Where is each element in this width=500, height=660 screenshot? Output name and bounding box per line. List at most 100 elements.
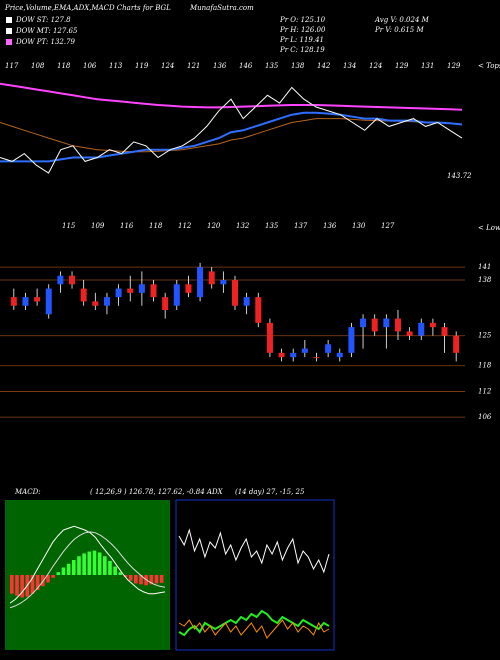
legend-swatch	[6, 39, 12, 45]
low-label: 116	[120, 222, 134, 230]
candle-body	[313, 357, 320, 359]
y-tick-label: 112	[478, 387, 492, 395]
line-series	[178, 528, 330, 574]
candle-body	[290, 352, 297, 358]
candle-body	[220, 280, 227, 285]
low-label: 118	[149, 222, 163, 230]
macd-bar	[35, 575, 40, 590]
candle-body	[418, 322, 425, 336]
candle-body	[348, 327, 355, 353]
macd-bar	[30, 575, 35, 594]
top-label: 146	[239, 62, 253, 70]
volume: Avg V: 0.024 M	[374, 16, 430, 24]
candle-body	[429, 322, 436, 328]
legend-text: DOW ST: 127.8	[15, 16, 71, 24]
y-tick-label: 106	[478, 413, 492, 421]
adx-panel	[175, 499, 335, 651]
top-label: 124	[369, 62, 382, 70]
candle-body	[34, 297, 41, 302]
macd-bar	[154, 575, 159, 584]
candle-body	[115, 288, 122, 298]
macd-bar	[128, 575, 133, 581]
macd-bar	[139, 575, 143, 585]
candle-body	[57, 275, 64, 285]
candle-body	[103, 297, 110, 306]
candle-body	[394, 318, 401, 332]
lows-marker: < Lows	[478, 224, 500, 232]
macd-bar	[15, 575, 19, 596]
macd-bar	[61, 567, 66, 575]
candle-body	[360, 318, 367, 328]
line-series	[0, 86, 463, 174]
candle-body	[197, 267, 204, 298]
candle-body	[266, 322, 273, 353]
stat: Pr C: 128.19	[279, 46, 325, 54]
site: MunafaSutra.com	[189, 4, 254, 12]
candle-body	[185, 284, 192, 293]
candle-body	[336, 352, 343, 358]
candle-body	[69, 275, 76, 285]
macd-bar	[108, 560, 112, 575]
macd-bar	[113, 566, 117, 575]
candle-body	[301, 348, 308, 353]
macd-bar	[103, 556, 107, 575]
top-label: 142	[317, 62, 331, 70]
macd-bar	[87, 551, 92, 575]
low-label: 137	[294, 222, 308, 230]
macd-bar	[41, 575, 45, 587]
candle-body	[325, 344, 332, 353]
candle-body	[22, 297, 29, 306]
top-label: 136	[213, 62, 227, 70]
top-label: 117	[5, 62, 19, 70]
last-label: 143.72	[447, 172, 472, 180]
legend-swatch	[6, 28, 12, 34]
y-tick-label: 125	[478, 332, 492, 340]
low-label: 109	[91, 222, 105, 230]
top-label: 134	[343, 62, 356, 70]
top-label: 135	[265, 62, 279, 70]
candle-body	[453, 335, 460, 353]
candle-body	[10, 297, 17, 306]
candle-body	[255, 297, 262, 323]
top-label: 113	[109, 62, 123, 70]
macd-bar	[97, 552, 102, 575]
macd-bar	[134, 575, 138, 584]
low-label: 132	[236, 222, 250, 230]
low-label: 135	[265, 222, 279, 230]
macd-bar	[92, 550, 97, 575]
top-label: 108	[31, 62, 45, 70]
low-label: 112	[178, 222, 192, 230]
top-label: 106	[83, 62, 97, 70]
macd-params: ( 12,26,9 ) 126.78, 127.62, -0.84 ADX	[90, 488, 224, 496]
candle-body	[92, 301, 99, 306]
candle-body	[232, 280, 238, 306]
adx-params: (14 day) 27, -15, 25	[235, 488, 305, 496]
macd-bar	[118, 572, 123, 575]
candle-body	[441, 327, 448, 336]
y-tick-label: 138	[478, 276, 492, 284]
macd-bar	[82, 553, 86, 575]
candle-body	[45, 288, 52, 315]
candle-body	[80, 288, 87, 302]
line-series	[0, 82, 463, 111]
top-label: 119	[135, 62, 149, 70]
macd-bar	[10, 575, 14, 594]
tops-marker: < Tops	[478, 62, 500, 70]
stat: Pr H: 126.00	[279, 26, 326, 34]
low-label: 120	[207, 222, 221, 230]
legend-text: DOW PT: 132.79	[15, 38, 76, 46]
macd-bar	[56, 572, 61, 575]
legend-swatch	[6, 17, 12, 23]
y-tick-label: 141	[478, 263, 491, 271]
candle-body	[138, 284, 145, 293]
candle-body	[406, 331, 413, 336]
top-label: 124	[161, 62, 174, 70]
candle-body	[162, 297, 169, 310]
macd-bar	[51, 575, 55, 578]
top-label: 131	[421, 62, 434, 70]
line-series	[0, 111, 463, 163]
low-label: 127	[381, 222, 395, 230]
legend-text: DOW MT: 127.65	[15, 27, 78, 35]
macd-bar	[20, 575, 24, 598]
macd-bar	[72, 560, 76, 575]
